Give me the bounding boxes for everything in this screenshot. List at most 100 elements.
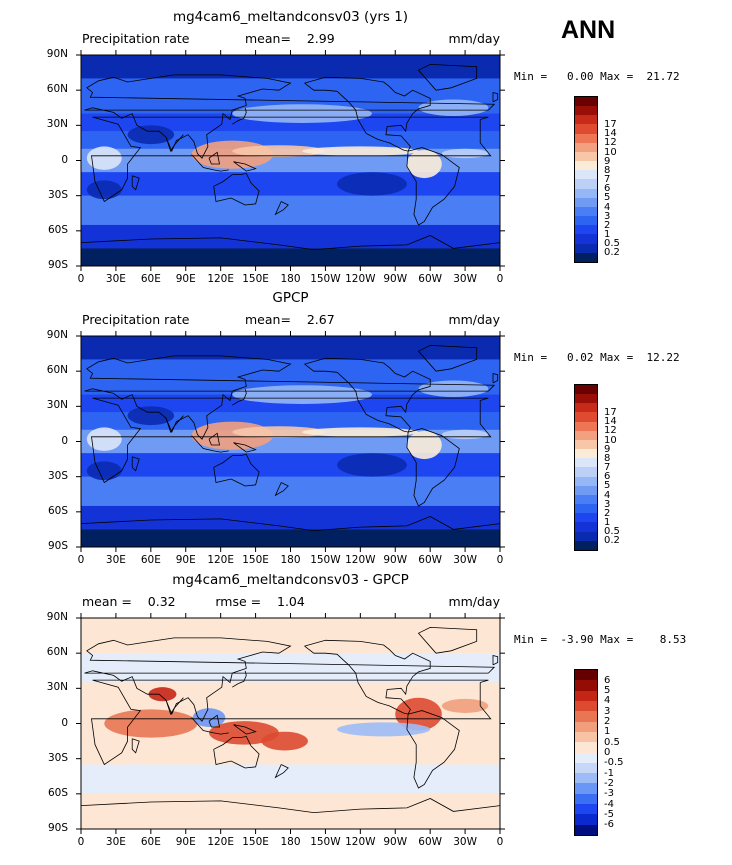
lat-label: 60S [47,504,68,517]
lon-label: 30W [453,836,477,848]
precip-feature [232,426,326,438]
precip-feature [209,721,279,745]
lat-label: 90N [46,611,68,623]
precip-feature [148,687,177,702]
colorbar-label: -0.5 [604,757,624,769]
panel-title: GPCP [272,290,309,306]
coastline [131,456,140,472]
colorbar-swatch [575,531,597,541]
coastline [232,670,247,688]
stats-label: mean = 0.32 rmse = 1.04 [82,594,305,609]
precip-band [81,224,500,249]
lon-label: 120E [207,836,234,848]
coastline [406,710,460,789]
lat-label: 30N [46,118,68,131]
precip-feature [337,722,431,737]
colorbar-swatch [575,97,597,107]
lon-label: 150E [242,836,269,848]
precip-feature [441,148,489,159]
colorbar-swatch [575,494,597,505]
lon-label: 120W [345,554,376,566]
colorbar-label: 3 [604,705,611,717]
lon-label: 150W [310,273,341,285]
lat-label: 0 [61,153,68,166]
colorbar-label: 6 [604,183,611,195]
colorbar-label: 1 [604,517,611,528]
precip-feature [441,698,489,713]
lat-label: 30S [47,188,68,201]
precip-feature [418,380,489,397]
map-frame [75,330,506,553]
precip-feature [104,709,198,738]
lat-label: 30N [46,399,68,412]
colorbar-swatch [575,804,597,815]
lon-label: 0 [77,836,85,848]
coastline [191,154,229,172]
colorbar-label: 5 [604,480,611,492]
map-content [76,613,505,834]
panel-2: GPCP Precipitation rate mean= 2.67 mm/day Mi… [0,281,732,566]
coastline [208,714,220,728]
colorbar-swatch [575,394,597,404]
coastline [492,654,499,666]
colorbar-label: 17 [604,119,617,130]
coastline [213,735,260,769]
stats-label: mean= 2.67 [245,312,335,327]
lon-label: 120E [207,554,234,566]
precip-feature [86,427,122,451]
colorbar-swatch [575,762,597,774]
precip-band [81,618,500,654]
colorbar-label: 9 [604,443,611,455]
coastline [91,116,492,203]
lon-label: 150E [242,273,269,285]
lon-label: 90W [383,836,408,848]
colorbar-swatch [575,142,597,152]
precip-band [81,529,500,547]
lon-label: 120W [345,836,376,848]
colorbar-swatch [575,711,597,722]
units-label: mm/day [448,594,500,609]
colorbar-swatch [575,234,597,244]
colorbar-swatch [575,439,597,450]
colorbar [574,669,598,836]
colorbar-label: 3 [604,210,611,222]
lat-label: 0 [61,716,68,729]
colorbar-swatch [575,412,597,422]
colorbar-label: 1 [604,229,611,240]
lon-label: 150W [310,554,341,566]
lon-label: 60W [418,273,443,285]
colorbar-label: 5 [604,685,611,697]
coastline [233,161,257,172]
min-max-label: Min = 0.02 Max = 12.22 [514,351,680,364]
colorbar-swatch [575,504,597,514]
colorbar-label: 9 [604,155,611,167]
coastline [91,679,492,766]
coastline [80,516,501,532]
colorbar-label: 3 [604,498,611,510]
colorbar-swatch [575,133,597,143]
precip-feature [418,99,489,116]
precip-band [81,505,500,530]
lon-label: 90E [175,836,196,848]
colorbar-swatch [575,449,597,459]
colorbar-swatch [575,170,597,180]
coastline [165,415,184,434]
map-frame [75,49,506,272]
lat-label: 90N [46,48,68,60]
precip-feature [232,145,326,157]
colorbar-label: -1 [604,767,614,779]
colorbar-swatch [575,243,597,253]
lat-label: 60S [47,223,68,236]
lon-label: 180 [280,836,301,848]
coastline [232,388,247,406]
precip-band [81,653,500,683]
precip-feature [302,146,419,156]
colorbar-swatch [575,216,597,226]
precip-feature [86,146,122,170]
coastline [191,717,229,735]
variable-label: Precipitation rate [82,31,190,46]
coastline [84,355,496,440]
panel-1: mg4cam6_meltandconsv03 (yrs 1) Precipitat… [0,0,732,285]
precip-band [81,453,500,477]
colorbar-swatch [575,197,597,207]
